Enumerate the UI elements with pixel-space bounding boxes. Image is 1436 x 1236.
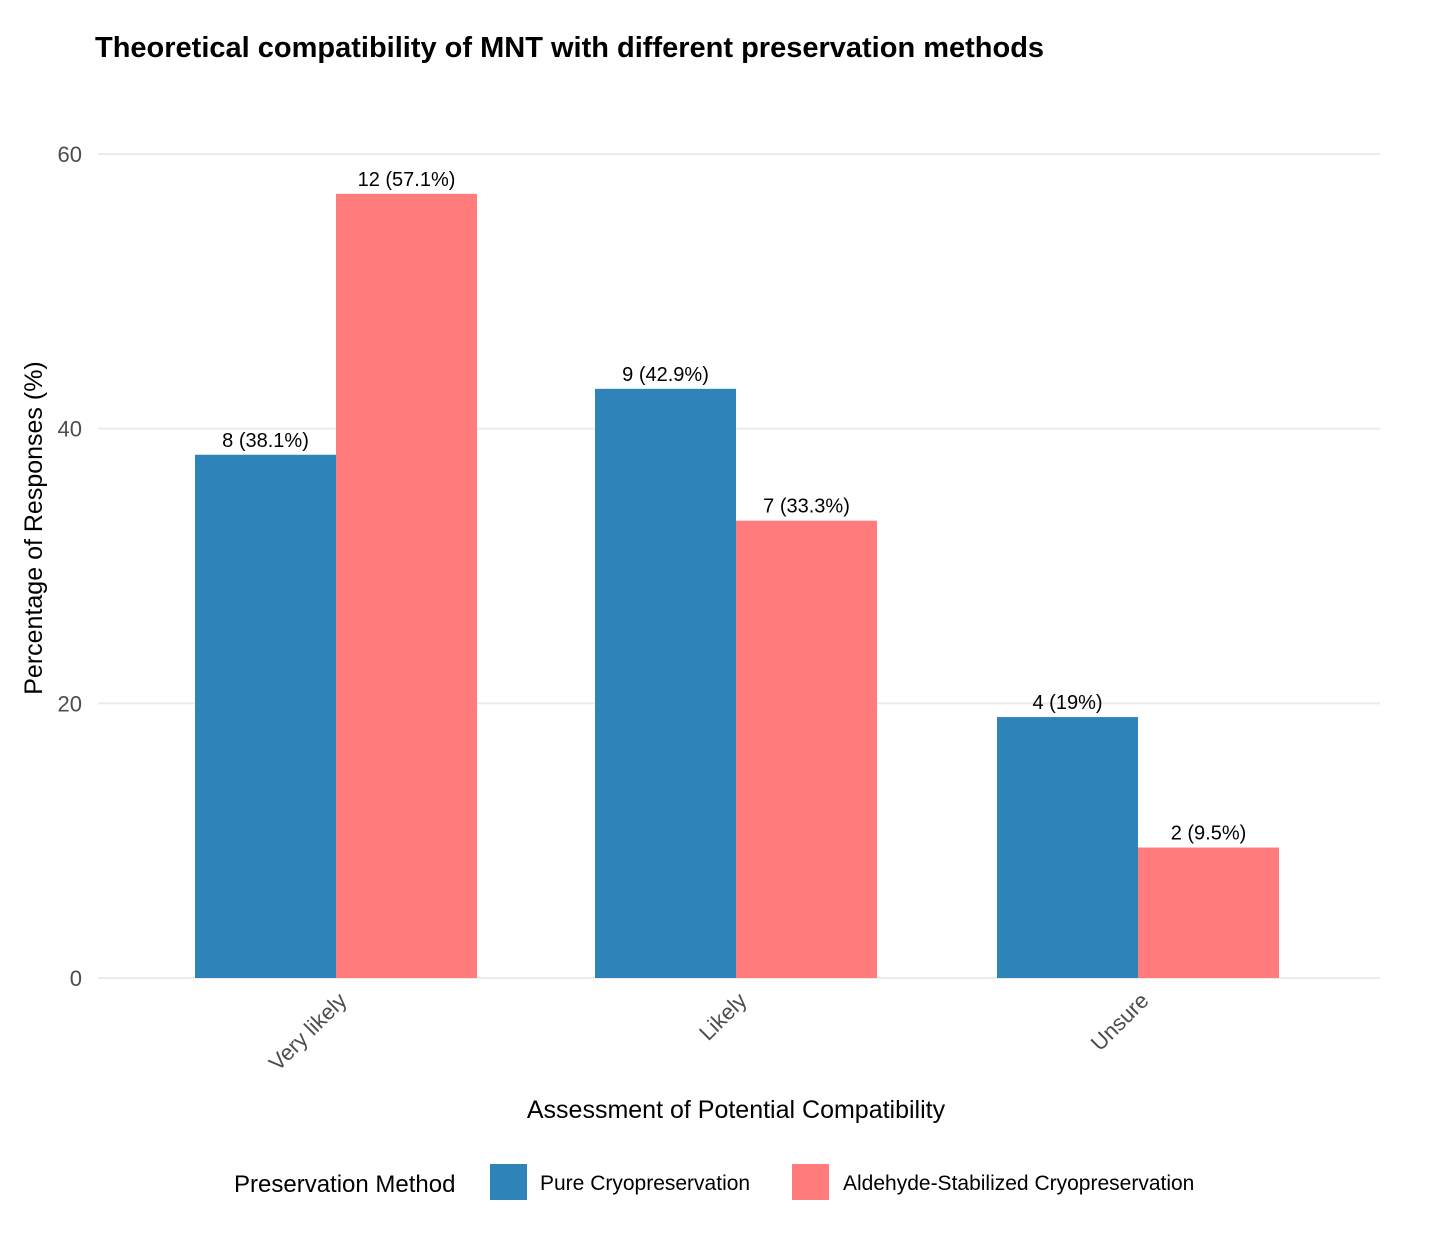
x-tick-label-likely: Likely: [694, 988, 751, 1045]
bar-very-likely-series-2: [336, 193, 477, 978]
bar-likely-series-1: [595, 388, 736, 979]
data-labels: 8 (38.1%) 12 (57.1%) 9 (42.9%) 7 (33.3%) 4 (…: [222, 169, 1246, 845]
data-label-very-likely-series-1: 8 (38.1%): [222, 430, 309, 452]
y-tick-label-20: 20: [58, 691, 82, 716]
chart-title: Theoretical compatibility of MNT with di…: [95, 32, 1044, 64]
y-tick-label-0: 0: [70, 966, 82, 991]
legend-swatch-aldehyde-stabilized-cryopreservation: [792, 1164, 829, 1200]
legend: Preservation Method Pure Cryopreservatio…: [234, 1164, 1194, 1200]
bar-unsure-series-1: [997, 717, 1138, 978]
y-axis-title: Percentage of Responses (%): [20, 361, 48, 695]
y-tick-label-60: 60: [58, 142, 82, 167]
data-label-very-likely-series-2: 12 (57.1%): [358, 169, 456, 191]
legend-label-aldehyde-stabilized-cryopreservation: Aldehyde-Stabilized Cryopreservation: [843, 1172, 1194, 1195]
bar-unsure-series-2: [1138, 847, 1279, 978]
x-axis-title: Assessment of Potential Compatibility: [527, 1096, 946, 1124]
data-label-likely-series-2: 7 (33.3%): [763, 496, 850, 518]
x-tick-label-unsure: Unsure: [1086, 988, 1154, 1056]
bars: [195, 193, 1279, 979]
bar-likely-series-2: [736, 520, 877, 978]
x-tick-label-very-likely: Very likely: [264, 988, 352, 1076]
data-label-likely-series-1: 9 (42.9%): [622, 364, 709, 386]
data-label-unsure-series-1: 4 (19%): [1032, 692, 1102, 714]
legend-swatch-pure-cryopreservation: [490, 1164, 527, 1200]
legend-title: Preservation Method: [234, 1171, 455, 1198]
bar-very-likely-series-1: [195, 454, 336, 978]
y-axis-ticks: 0 20 40 60: [58, 142, 82, 991]
legend-label-pure-cryopreservation: Pure Cryopreservation: [540, 1172, 750, 1195]
y-tick-label-40: 40: [58, 417, 82, 442]
x-axis-ticks: Very likely Likely Unsure: [264, 988, 1154, 1076]
data-label-unsure-series-2: 2 (9.5%): [1171, 823, 1247, 845]
